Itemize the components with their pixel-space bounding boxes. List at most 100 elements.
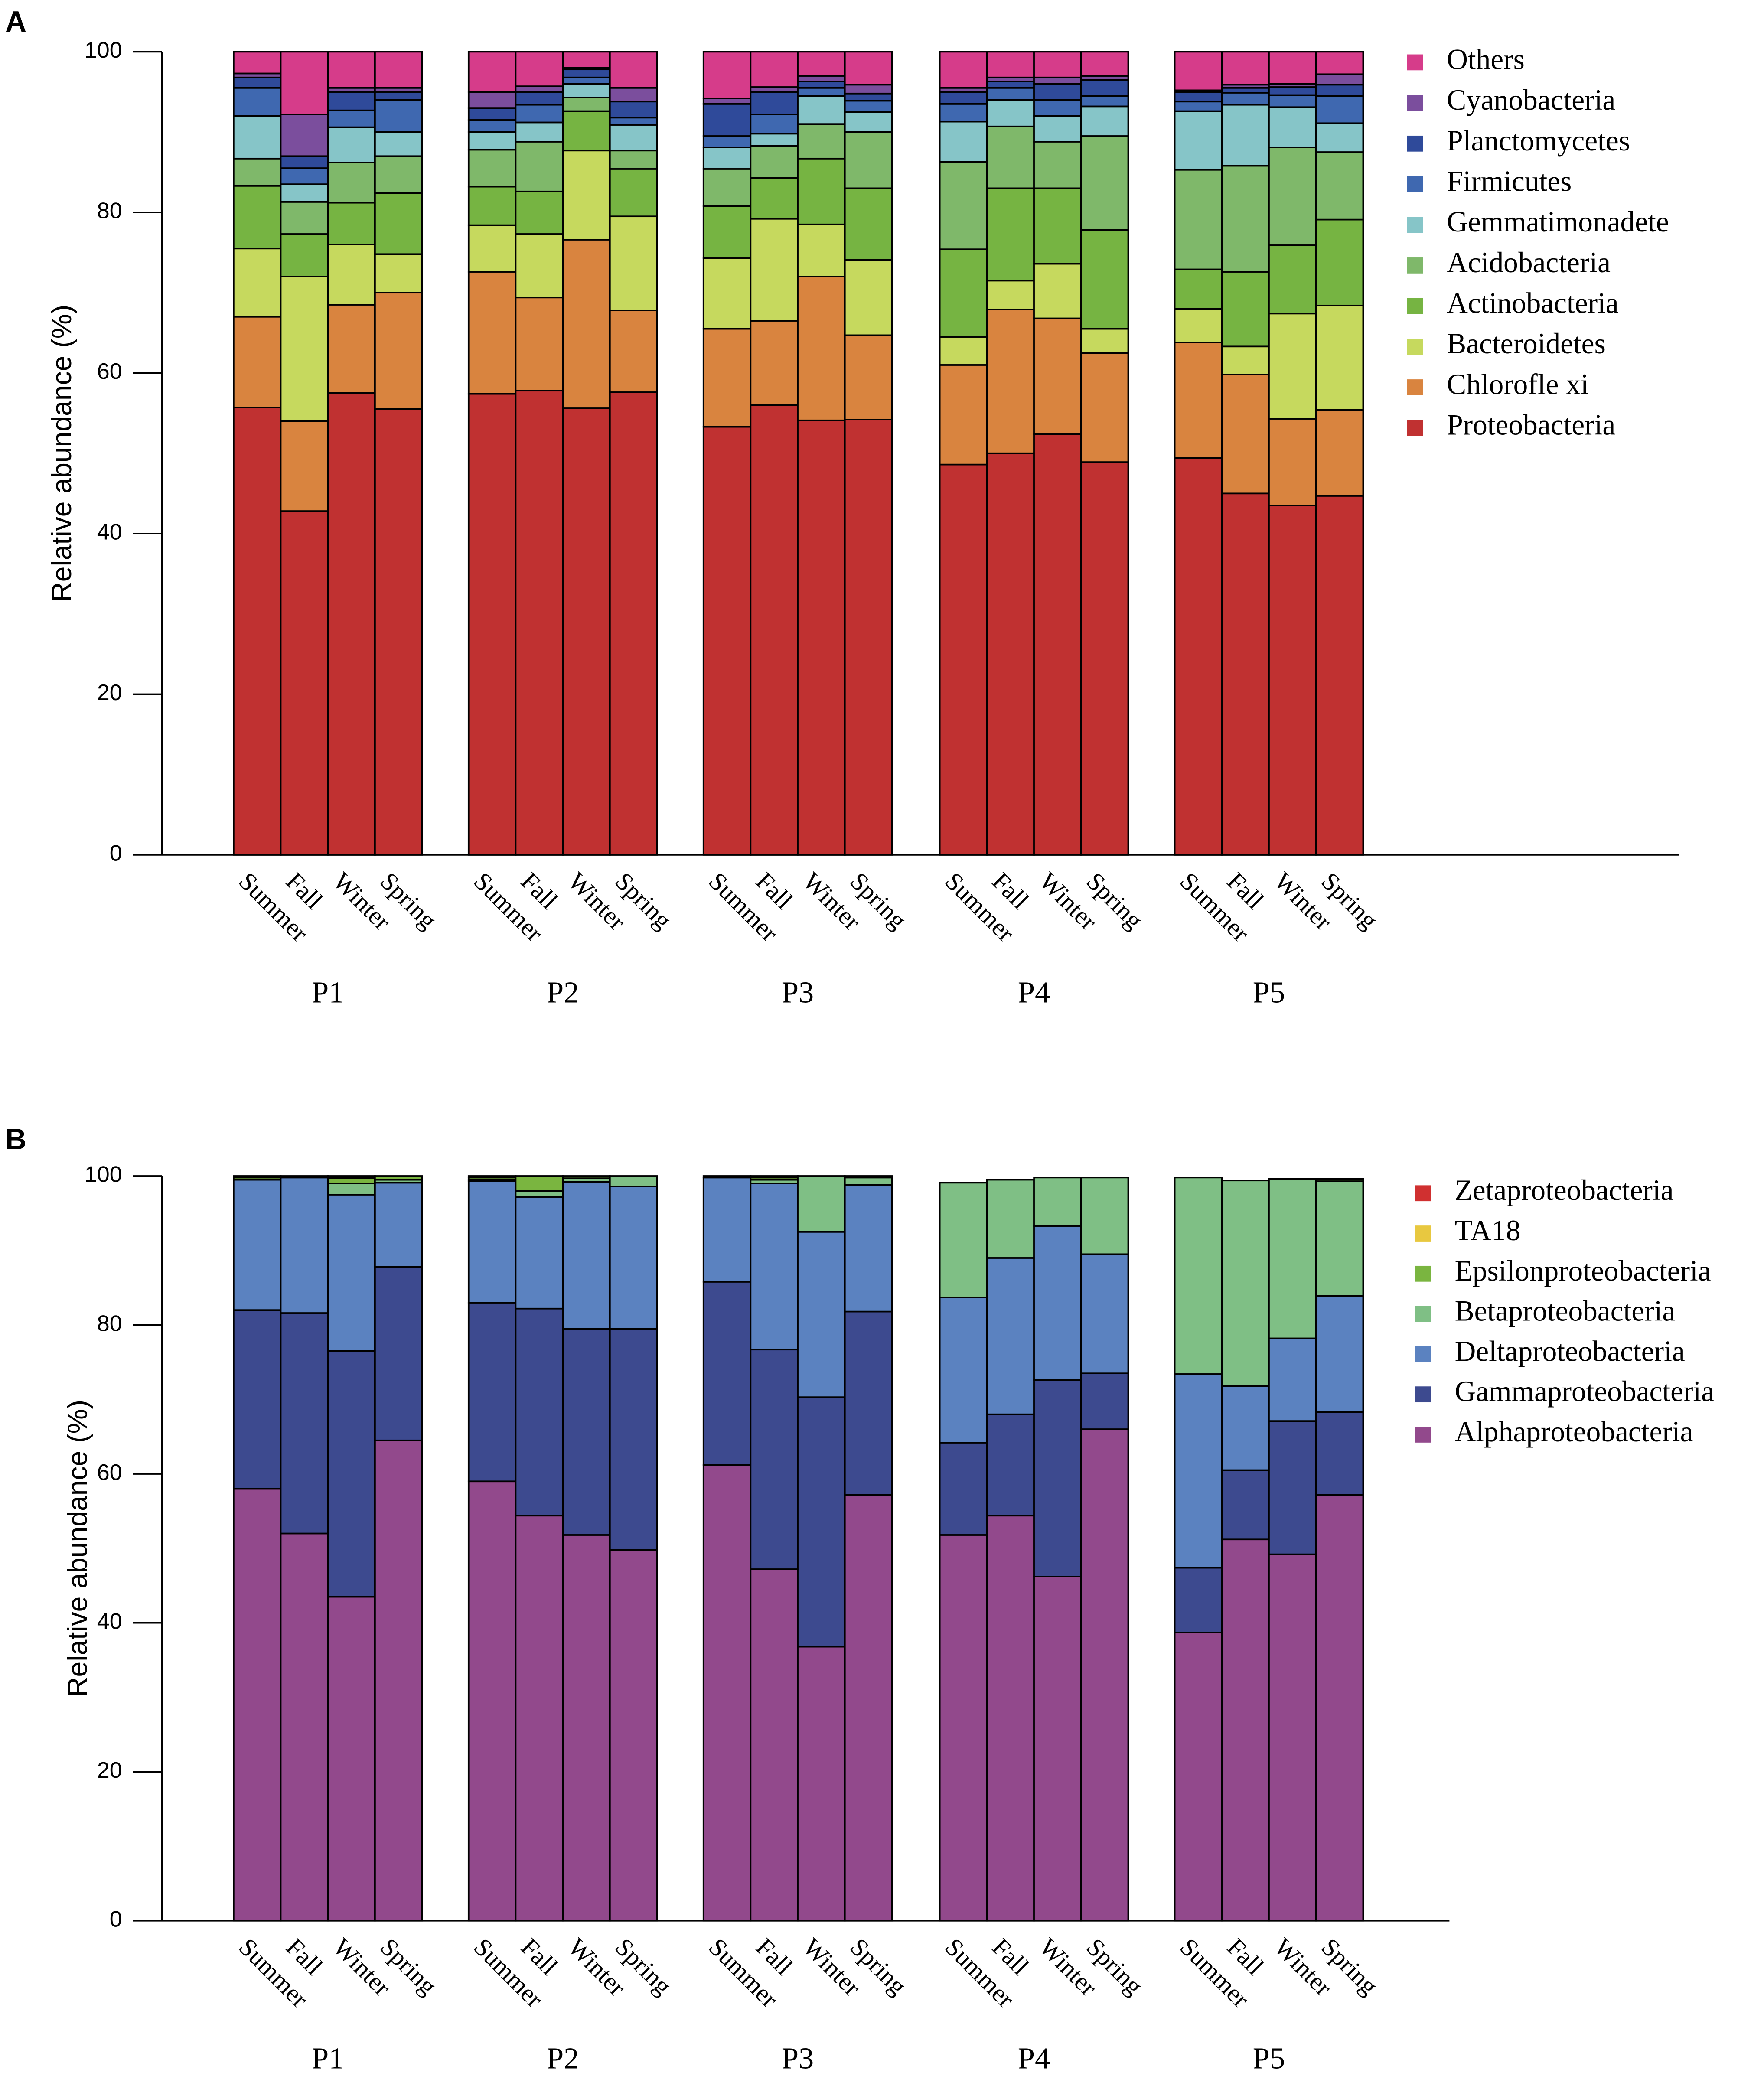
bar-segment [233,1179,282,1311]
y-tick-label: 60 [97,1460,122,1485]
bar-segment [467,131,517,151]
bar-segment [562,1181,611,1330]
bar-segment [1033,99,1082,117]
bar-segment [1080,51,1129,77]
bar-segment [1080,95,1129,108]
bar-segment [1221,374,1270,495]
bar-segment [562,1328,611,1536]
bar-segment [609,310,658,393]
bar-segment [1315,51,1364,75]
bar-segment [374,91,423,101]
bar-segment [702,1281,752,1466]
bar-segment [750,404,799,856]
legend-swatch [1415,1346,1431,1362]
bar-segment [1315,1295,1364,1413]
bar-segment [1033,1177,1082,1227]
bar-segment [233,76,282,89]
bar-segment [1221,1180,1270,1387]
bar-segment [280,167,329,185]
group-label: P3 [782,2041,814,2075]
y-tick-label: 60 [97,359,122,384]
bar-segment [1268,51,1317,85]
group-label: P3 [782,976,814,1010]
bar-segment [327,1175,376,1178]
bar-segment [609,124,658,152]
legend-swatch [1407,379,1423,395]
bar-segment [797,75,846,82]
bar-segment [939,336,988,366]
bar-segment [1221,492,1270,856]
bar-segment [233,157,282,187]
bar-segment [1174,110,1223,171]
bar-segment [1033,1379,1082,1577]
bar-segment [1268,94,1317,108]
bar-segment [702,1464,752,1922]
bar-segment [1033,317,1082,435]
bar-segment [562,97,611,112]
bar-segment [233,1309,282,1490]
bar-segment [702,103,752,137]
bar-segment [1174,101,1223,112]
bar-segment [609,168,658,218]
bar-segment [1221,92,1270,106]
legend-swatch [1407,298,1423,314]
bar-segment [1033,115,1082,143]
bar-segment [797,1231,846,1398]
bar-segment [1174,91,1223,103]
group-label: P1 [312,976,344,1010]
bar-segment [1221,271,1270,348]
bar-segment [1080,352,1129,463]
bar-segment [609,51,658,89]
bar-segment [609,101,658,119]
legend-swatch [1407,135,1423,152]
bar-segment [1268,106,1317,148]
bar-segment [844,111,893,133]
legend-label: Gemmatimonadete [1447,205,1669,238]
bar-segment [515,104,564,124]
bar-segment [844,419,893,856]
bar-segment [1033,433,1082,856]
bar-segment [374,408,423,856]
bar-segment [467,51,517,93]
bar-segment [1315,1494,1364,1922]
bar-segment [280,51,329,115]
bar-segment [515,141,564,192]
bar-segment [1315,409,1364,497]
bar-segment [1268,505,1317,856]
y-tick-label: 0 [110,841,122,866]
bar-segment [467,119,517,133]
bar-segment [515,297,564,392]
bar-segment [374,99,423,133]
bar-segment [750,218,799,322]
bar-segment [939,1182,988,1298]
group-label: P4 [1018,2041,1050,2075]
bar-segment [797,1175,846,1233]
bar-segment [280,233,329,277]
bar-segment [1033,1576,1082,1922]
bar-segment [562,51,611,69]
legend-swatch [1407,257,1423,274]
bar-segment [939,121,988,163]
bar-segment [702,1175,752,1179]
bar-segment [467,91,517,109]
legend-swatch [1407,95,1423,111]
bar-segment [374,1266,423,1441]
bar-segment [374,192,423,255]
bar-segment [374,253,423,294]
bar-segment [1315,1411,1364,1496]
bar-segment [939,91,988,105]
bar-segment [1221,1469,1270,1541]
y-tick-label: 20 [97,1758,122,1783]
bar-segment [939,1297,988,1444]
bar-segment [280,155,329,169]
bar-segment [750,114,799,135]
legend-label: Acidobacteria [1447,246,1611,279]
bar-segment [374,51,423,89]
bar-segment [797,123,846,160]
bar-segment [1033,76,1082,85]
legend-label: Zetaproteobacteria [1455,1174,1674,1206]
bar-segment [233,248,282,318]
bar-segment [1174,342,1223,459]
bar-segment [939,463,988,856]
bar-segment [327,202,376,245]
